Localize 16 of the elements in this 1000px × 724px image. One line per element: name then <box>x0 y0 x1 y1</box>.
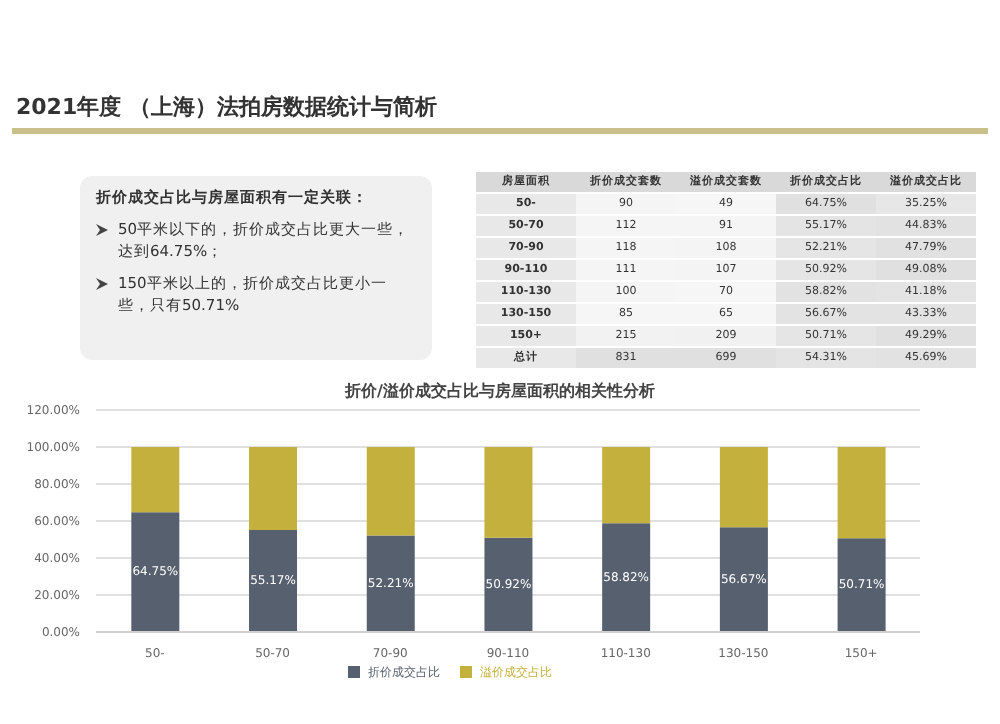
bar <box>837 538 886 632</box>
bar <box>719 527 768 632</box>
bar <box>602 523 651 632</box>
bar <box>249 447 298 530</box>
bar <box>249 529 298 632</box>
bar <box>719 447 768 528</box>
bar <box>131 512 180 632</box>
text: 2021年度 （上海）法拍房数据统计与简析 <box>16 92 437 122</box>
bar <box>366 447 415 536</box>
bar <box>366 535 415 632</box>
bar <box>484 447 533 538</box>
chart-title: 折价/溢价成交占比与房屋面积的相关性分析 <box>342 380 657 402</box>
bar <box>131 447 180 513</box>
bar <box>484 537 533 632</box>
bar <box>602 447 651 524</box>
bar <box>837 447 886 539</box>
